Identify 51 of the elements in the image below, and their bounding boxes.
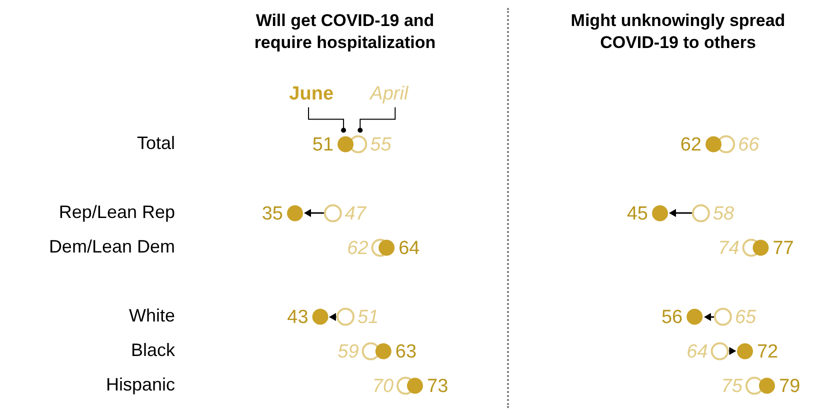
- point: [710, 342, 729, 360]
- series-label: April: [369, 84, 409, 105]
- y-tick-label: Hispanic: [106, 374, 175, 395]
- data-label: 65: [734, 307, 757, 328]
- point: [407, 378, 423, 394]
- y-tick-label: Rep/Lean Rep: [58, 202, 175, 222]
- data-label: 77: [772, 238, 794, 259]
- point: [706, 136, 722, 152]
- data-label: 59: [338, 342, 360, 363]
- data-label: 79: [779, 376, 800, 397]
- point: [752, 240, 769, 256]
- data-label: 75: [721, 376, 743, 398]
- data-label: 72: [756, 341, 778, 362]
- y-tick-label: White: [128, 306, 175, 326]
- data-label: 70: [372, 376, 394, 398]
- y-tick-label: Dem/Lean Dem: [48, 236, 175, 257]
- point: [714, 308, 732, 326]
- data-label: 63: [395, 341, 417, 362]
- point: [287, 205, 303, 222]
- data-label: 58: [712, 204, 734, 225]
- data-label: 64: [686, 342, 708, 363]
- data-label: 56: [661, 306, 683, 328]
- data-label: 43: [287, 306, 308, 328]
- data-label: 35: [262, 203, 283, 224]
- point: [336, 308, 355, 326]
- chart-title: Might unknowingly spread COVID-19 to others: [570, 10, 786, 54]
- point: [312, 308, 328, 325]
- y-tick-label: Black: [130, 340, 176, 360]
- y-tick-label: Total: [136, 133, 175, 154]
- point: [375, 343, 392, 360]
- data-label: 62: [680, 134, 702, 156]
- point: [324, 204, 342, 222]
- series-label: June: [289, 83, 334, 104]
- data-label: 64: [398, 238, 420, 259]
- data-label: 66: [738, 134, 760, 156]
- point: [692, 204, 710, 222]
- point: [736, 343, 753, 360]
- data-label: 74: [718, 238, 740, 260]
- chart-title: Will get COVID-19 and require hospitalization: [253, 10, 437, 54]
- data-label: 51: [312, 134, 334, 156]
- data-label: 73: [427, 376, 448, 397]
- data-label: 47: [344, 204, 368, 225]
- point: [759, 378, 775, 394]
- point: [378, 240, 395, 256]
- data-label: 62: [347, 238, 369, 260]
- point: [686, 308, 703, 325]
- data-label: 45: [626, 203, 648, 224]
- point: [652, 205, 668, 222]
- point: [338, 136, 354, 152]
- data-label: 51: [358, 307, 379, 328]
- data-label: 55: [370, 134, 392, 156]
